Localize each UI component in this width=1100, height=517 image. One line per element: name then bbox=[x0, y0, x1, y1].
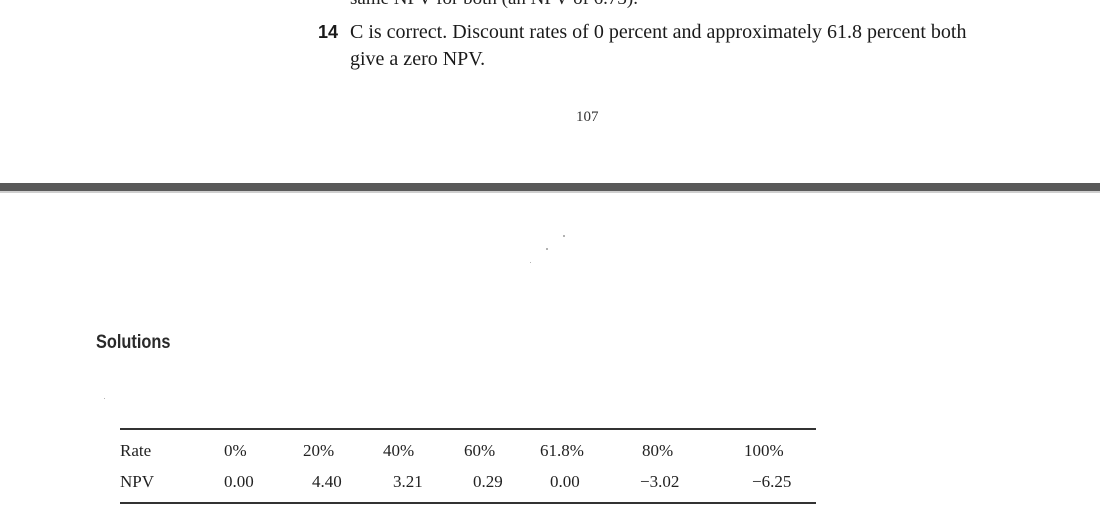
previous-page-fragment: same NPV for both (an NPV of 6.73). 14 C… bbox=[0, 0, 1100, 185]
table-cell: 40% bbox=[383, 441, 415, 460]
table-row-label: NPV bbox=[120, 472, 155, 491]
table-cell: 4.40 bbox=[312, 472, 342, 491]
table-top-rule bbox=[120, 428, 816, 430]
table-row-label: Rate bbox=[120, 441, 152, 460]
table-cell: 0.00 bbox=[550, 472, 580, 491]
table-cell: −6.25 bbox=[752, 472, 792, 491]
page-number: 107 bbox=[576, 109, 599, 125]
section-title: Solutions bbox=[96, 332, 171, 353]
table-cell: 20% bbox=[303, 441, 335, 460]
item-text-line-2: give a zero NPV. bbox=[350, 48, 486, 70]
table-cell: 0.29 bbox=[473, 472, 503, 491]
table-cell: 100% bbox=[744, 441, 784, 460]
page-separator bbox=[0, 183, 1100, 191]
npv-table: Rate 0% 20% 40% 60% 61.8% 80% 100% NPV 0… bbox=[120, 428, 816, 506]
table-cell: 0.00 bbox=[224, 472, 254, 491]
table-cell: 3.21 bbox=[393, 472, 423, 491]
item-text-line-1: C is correct. Discount rates of 0 percen… bbox=[350, 21, 967, 43]
scan-speck bbox=[546, 248, 548, 250]
table-cell: 60% bbox=[464, 441, 496, 460]
scan-speck bbox=[104, 398, 105, 399]
table-cell: 80% bbox=[642, 441, 674, 460]
scan-speck bbox=[530, 262, 531, 263]
table-cell: 61.8% bbox=[540, 441, 584, 460]
table-cell: −3.02 bbox=[640, 472, 680, 491]
table-bottom-rule bbox=[120, 502, 816, 504]
table-cell: 0% bbox=[224, 441, 247, 460]
item-number: 14 bbox=[318, 22, 339, 42]
page-separator-shadow bbox=[0, 191, 1100, 193]
scan-speck bbox=[563, 235, 565, 237]
cut-off-text-line: same NPV for both (an NPV of 6.73). bbox=[350, 0, 638, 10]
